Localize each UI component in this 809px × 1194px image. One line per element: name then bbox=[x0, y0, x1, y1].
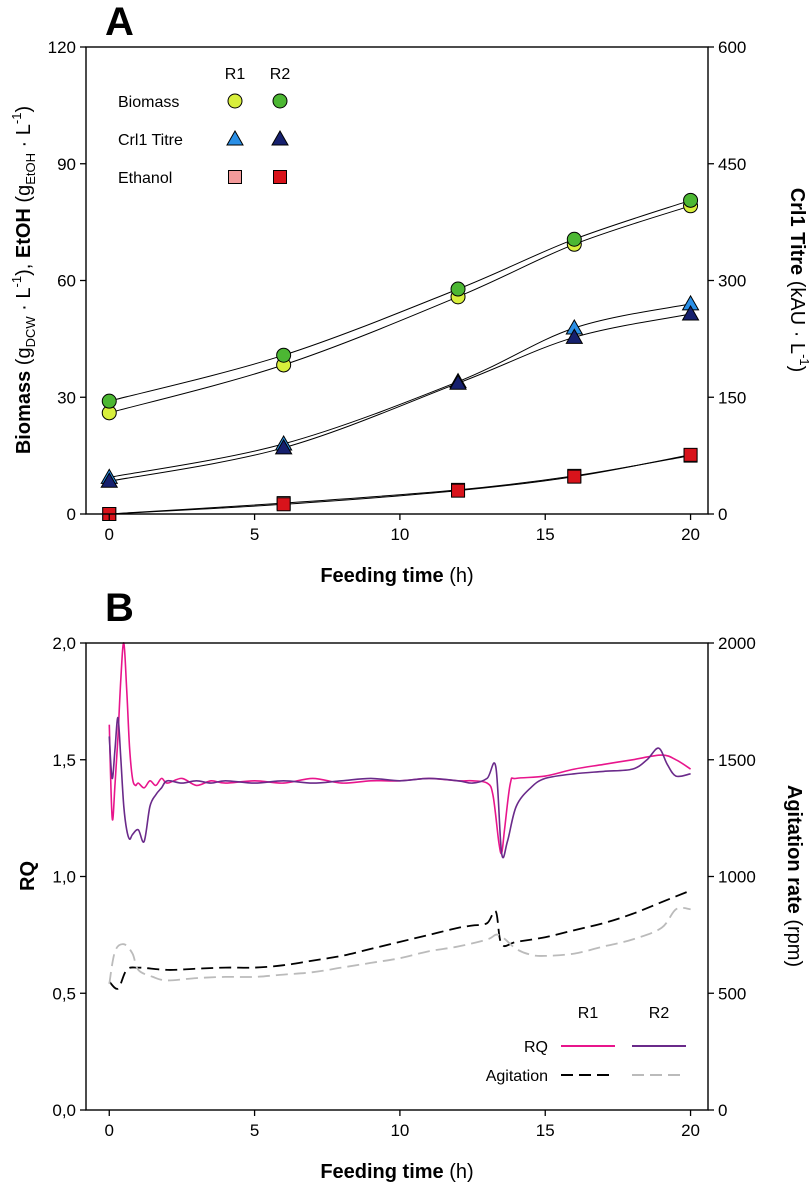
legend-marker-r2 bbox=[272, 93, 288, 109]
biomass-r2-point bbox=[683, 192, 699, 208]
panel-b-plot-frame bbox=[85, 642, 709, 1111]
crl1-titre-r2-point bbox=[449, 374, 467, 390]
right-y-tick-label: 2000 bbox=[718, 634, 756, 653]
left-y-tick-label: 60 bbox=[57, 272, 76, 291]
left-y-tick-label: 1,5 bbox=[52, 751, 76, 770]
crl1-titre-r2-point bbox=[681, 304, 700, 321]
x-tick-label: 15 bbox=[536, 525, 555, 544]
panel-a-ticks: 0 5 10 15 20 0 30 60 90 120 0 150 300 450 600 bbox=[48, 38, 747, 544]
legend-header-r2: R2 bbox=[649, 1005, 670, 1022]
panel-a-left-axis-label: Biomass (gDCW · L-1), EtOH (gEtOH · L-1) bbox=[9, 106, 38, 454]
panel-a: A 0 5 10 15 20 0 30 60 90 120 0 150 300 450 600 R1 R2 Bi… bbox=[9, 0, 809, 587]
agitation-r1-line bbox=[108, 889, 691, 990]
x-tick-label: 20 bbox=[681, 1121, 700, 1140]
panel-b-ticks: 0 5 10 15 20 0,0 0,5 1,0 1,5 2,0 0 500 1000 1500 2000 bbox=[52, 634, 755, 1140]
panel-b-plot bbox=[108, 642, 692, 990]
panel-a-legend: R1 R2 Biomass Crl1 Titre Ethanol bbox=[118, 66, 290, 187]
left-y-tick-label: 1,0 bbox=[52, 868, 76, 887]
legend-label: Biomass bbox=[118, 94, 179, 111]
left-y-tick-label: 0 bbox=[67, 505, 76, 524]
x-tick-label: 5 bbox=[250, 1121, 259, 1140]
agitation-r2-line bbox=[108, 906, 691, 985]
right-y-tick-label: 600 bbox=[718, 38, 746, 57]
crl1-titre-r2-point bbox=[274, 438, 293, 455]
x-tick-label: 10 bbox=[390, 1121, 409, 1140]
left-y-tick-label: 2,0 bbox=[52, 634, 76, 653]
panel-a-letter: A bbox=[105, 0, 134, 44]
legend-label: Crl1 Titre bbox=[118, 132, 183, 149]
right-y-tick-label: 1000 bbox=[718, 868, 756, 887]
biomass-r2-point bbox=[450, 281, 466, 297]
biomass-r1-fit-line bbox=[109, 205, 691, 414]
biomass-r2-point bbox=[276, 347, 292, 363]
left-y-tick-label: 120 bbox=[48, 38, 76, 57]
x-tick-label: 0 bbox=[105, 525, 114, 544]
panel-b-x-axis-label: Feeding time (h) bbox=[320, 1161, 473, 1183]
right-y-tick-label: 1500 bbox=[718, 751, 756, 770]
crl1-titre-r2-fit-line bbox=[109, 313, 691, 482]
panel-a-x-axis-label: Feeding time (h) bbox=[320, 565, 473, 587]
x-tick-label: 5 bbox=[250, 525, 259, 544]
legend-header-r1: R1 bbox=[225, 66, 246, 83]
ethanol-r2-fit-line bbox=[109, 454, 691, 515]
biomass-r2-fit-line bbox=[109, 199, 691, 402]
legend-marker-r1 bbox=[226, 129, 244, 146]
right-y-tick-label: 0 bbox=[718, 1101, 727, 1120]
x-tick-label: 0 bbox=[105, 1121, 114, 1140]
crl1-titre-r2-point bbox=[100, 472, 119, 488]
panel-b-letter: B bbox=[105, 586, 134, 630]
left-y-tick-label: 90 bbox=[57, 155, 76, 174]
legend-marker-r2 bbox=[273, 170, 287, 184]
panel-a-plot bbox=[100, 192, 700, 521]
right-y-tick-label: 450 bbox=[718, 155, 746, 174]
legend-marker-r2 bbox=[271, 129, 289, 146]
x-tick-label: 20 bbox=[681, 525, 700, 544]
ethanol-r2-point bbox=[683, 447, 698, 462]
left-y-tick-label: 0,5 bbox=[52, 984, 76, 1003]
panel-b-right-axis-label: Agitation rate (rpm) bbox=[783, 785, 805, 967]
biomass-r2-point bbox=[566, 231, 582, 247]
ethanol-r2-point bbox=[276, 497, 291, 512]
legend-marker-r1 bbox=[227, 93, 243, 109]
right-y-tick-label: 300 bbox=[718, 272, 746, 291]
panel-b-left-axis-label: RQ bbox=[17, 861, 39, 891]
legend-marker-r1 bbox=[228, 170, 242, 184]
right-y-tick-label: 0 bbox=[718, 505, 727, 524]
biomass-r2-point bbox=[101, 393, 117, 409]
right-y-tick-label: 150 bbox=[718, 388, 746, 407]
x-tick-label: 15 bbox=[536, 1121, 555, 1140]
left-y-tick-label: 30 bbox=[57, 388, 76, 407]
legend-header-r2: R2 bbox=[270, 66, 291, 83]
panel-a-plot-frame bbox=[85, 46, 709, 515]
panel-b-legend: R1 R2 RQ Agitation bbox=[486, 1005, 686, 1085]
rq-r2-line bbox=[108, 716, 691, 859]
legend-header-r1: R1 bbox=[578, 1005, 599, 1022]
ethanol-r1-fit-line bbox=[109, 455, 691, 515]
left-y-tick-label: 0,0 bbox=[52, 1101, 76, 1120]
rq-r1-line bbox=[108, 642, 692, 855]
ethanol-r2-point bbox=[567, 469, 582, 484]
legend-label: Agitation bbox=[486, 1068, 548, 1085]
ethanol-r2-point bbox=[451, 483, 466, 498]
right-y-tick-label: 500 bbox=[718, 984, 746, 1003]
legend-label: RQ bbox=[524, 1039, 548, 1056]
panel-a-right-axis-label: Crl1 Titre (kAU · L-1) bbox=[786, 188, 809, 373]
x-tick-label: 10 bbox=[390, 525, 409, 544]
panel-b: B 0 5 10 15 20 0,0 0,5 1,0 1,5 2,0 0 500 1000 1500 200… bbox=[17, 586, 805, 1183]
crl1-titre-r2-point bbox=[565, 328, 584, 344]
crl1-titre-r1-fit-line bbox=[109, 303, 691, 478]
legend-label: Ethanol bbox=[118, 170, 172, 187]
